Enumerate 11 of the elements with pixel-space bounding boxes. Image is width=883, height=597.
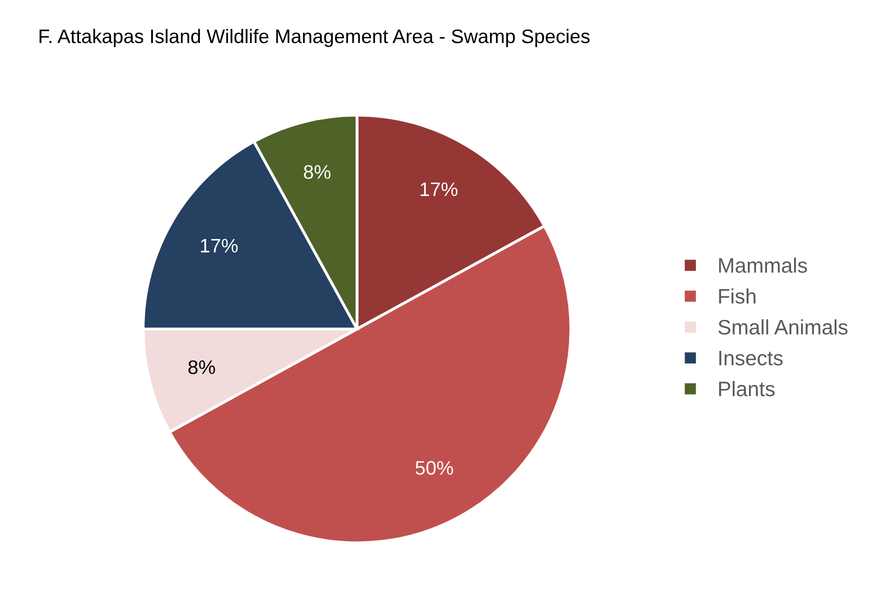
data-label: 17% (420, 182, 458, 196)
data-label: 50% (416, 461, 454, 475)
legend-label: Mammals (719, 258, 807, 273)
legend-label: Insects (719, 350, 783, 366)
legend-label: Plants (719, 381, 775, 396)
data-label: 8% (304, 165, 330, 179)
data-label: 8% (188, 360, 216, 374)
chart-title: F. Attakapas Island Wildlife Management Area - Swamp Species (40, 28, 590, 48)
legend-label: Fish (719, 288, 756, 304)
data-label: 17% (200, 238, 238, 252)
legend-label: Small Animals (718, 319, 848, 335)
